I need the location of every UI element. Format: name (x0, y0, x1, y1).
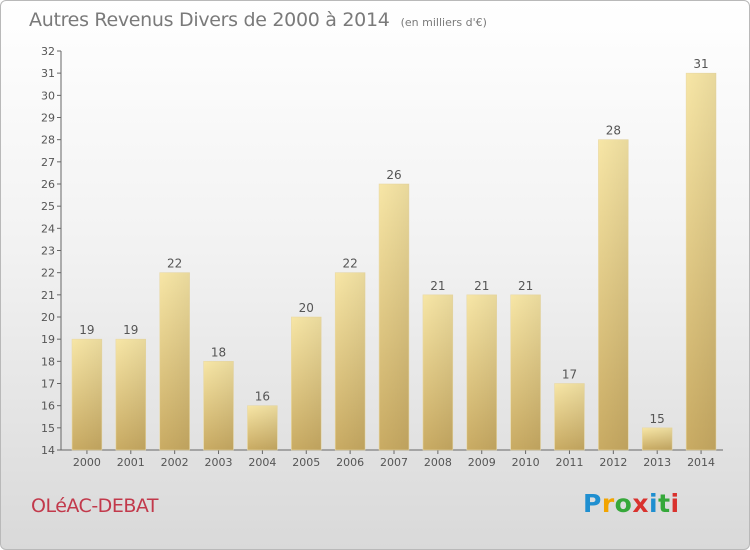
data-label: 26 (386, 168, 401, 182)
x-tick-label: 2012 (599, 456, 627, 469)
x-tick-label: 2013 (643, 456, 671, 469)
y-tick-label: 28 (41, 134, 55, 147)
y-tick-label: 26 (41, 178, 55, 191)
bar-shade (642, 427, 673, 450)
data-label: 20 (299, 301, 314, 315)
x-tick-label: 2001 (117, 456, 145, 469)
data-label: 21 (430, 279, 445, 293)
y-tick-label: 32 (41, 45, 55, 58)
data-label: 17 (562, 368, 577, 382)
x-tick-label: 2008 (424, 456, 452, 469)
bar-shade (379, 184, 409, 450)
logo-letter: P (583, 489, 602, 518)
bar-shade (510, 294, 541, 450)
y-tick-label: 22 (41, 267, 55, 280)
y-tick-label: 30 (41, 89, 55, 102)
bar-shade (335, 272, 366, 450)
town-name: OLéAC-DEBAT (31, 495, 158, 517)
chart-data-labels: 19 19 22 18 16 20 22 26 21 21 21 17 28 15 31 (79, 57, 708, 426)
data-label: 18 (211, 345, 226, 359)
bar-shade (247, 405, 278, 450)
y-tick-label: 25 (41, 200, 55, 213)
x-tick-label: 2011 (555, 456, 583, 469)
data-label: 28 (606, 124, 621, 138)
chart-bars (71, 72, 717, 451)
x-tick-label: 2005 (292, 456, 320, 469)
chart-title-main: Autres Revenus Divers de 2000 à 2014 (29, 9, 390, 31)
bar-shade (422, 294, 453, 450)
bar-shade (598, 139, 629, 450)
x-tick-label: 2000 (73, 456, 101, 469)
data-label: 22 (342, 257, 357, 271)
logo-letter: o (614, 489, 633, 518)
y-tick-label: 16 (41, 400, 55, 413)
bar-shade (203, 361, 234, 450)
x-tick-label: 2007 (380, 456, 408, 469)
data-label: 22 (167, 257, 182, 271)
bar-shade (115, 339, 146, 450)
y-tick-label: 14 (41, 444, 55, 457)
bar-shade (291, 317, 322, 450)
data-label: 31 (693, 57, 708, 71)
y-tick-label: 24 (41, 222, 55, 235)
logo-letter: t (658, 489, 671, 518)
bar-shade (72, 339, 102, 450)
data-label: 19 (123, 323, 138, 337)
x-tick-label: 2006 (336, 456, 364, 469)
y-tick-label: 27 (41, 156, 55, 169)
data-label: 16 (255, 390, 270, 404)
y-tick-label: 20 (41, 311, 55, 324)
y-tick-label: 29 (41, 112, 55, 125)
bar-shade (686, 73, 716, 451)
y-tick-label: 31 (41, 67, 55, 80)
data-label: 21 (474, 279, 489, 293)
y-tick-label: 23 (41, 245, 55, 258)
data-label: 15 (650, 412, 665, 426)
bar-shade (159, 272, 190, 450)
x-tick-label: 2002 (161, 456, 189, 469)
data-label: 21 (518, 279, 533, 293)
x-tick-label: 2003 (205, 456, 233, 469)
chart-title-unit: (en milliers d'€) (400, 16, 487, 29)
data-label: 19 (79, 323, 94, 337)
y-tick-label: 15 (41, 422, 55, 435)
x-tick-label: 2010 (512, 456, 540, 469)
bar-shade (554, 383, 585, 450)
logo-letter: i (649, 489, 659, 518)
x-tick-label: 2014 (687, 456, 715, 469)
proxiti-logo[interactable]: Proxiti (583, 489, 680, 518)
chart-title: Autres Revenus Divers de 2000 à 2014 (en… (29, 9, 487, 31)
logo-letter: i (670, 489, 680, 518)
x-tick-label: 2009 (468, 456, 496, 469)
logo-letter: x (632, 489, 649, 518)
x-tick-label: 2004 (248, 456, 276, 469)
y-tick-label: 19 (41, 333, 55, 346)
y-tick-label: 21 (41, 289, 55, 302)
y-tick-label: 17 (41, 378, 55, 391)
bar-shade (466, 294, 497, 450)
logo-letter: r (601, 489, 615, 518)
y-tick-label: 18 (41, 355, 55, 368)
